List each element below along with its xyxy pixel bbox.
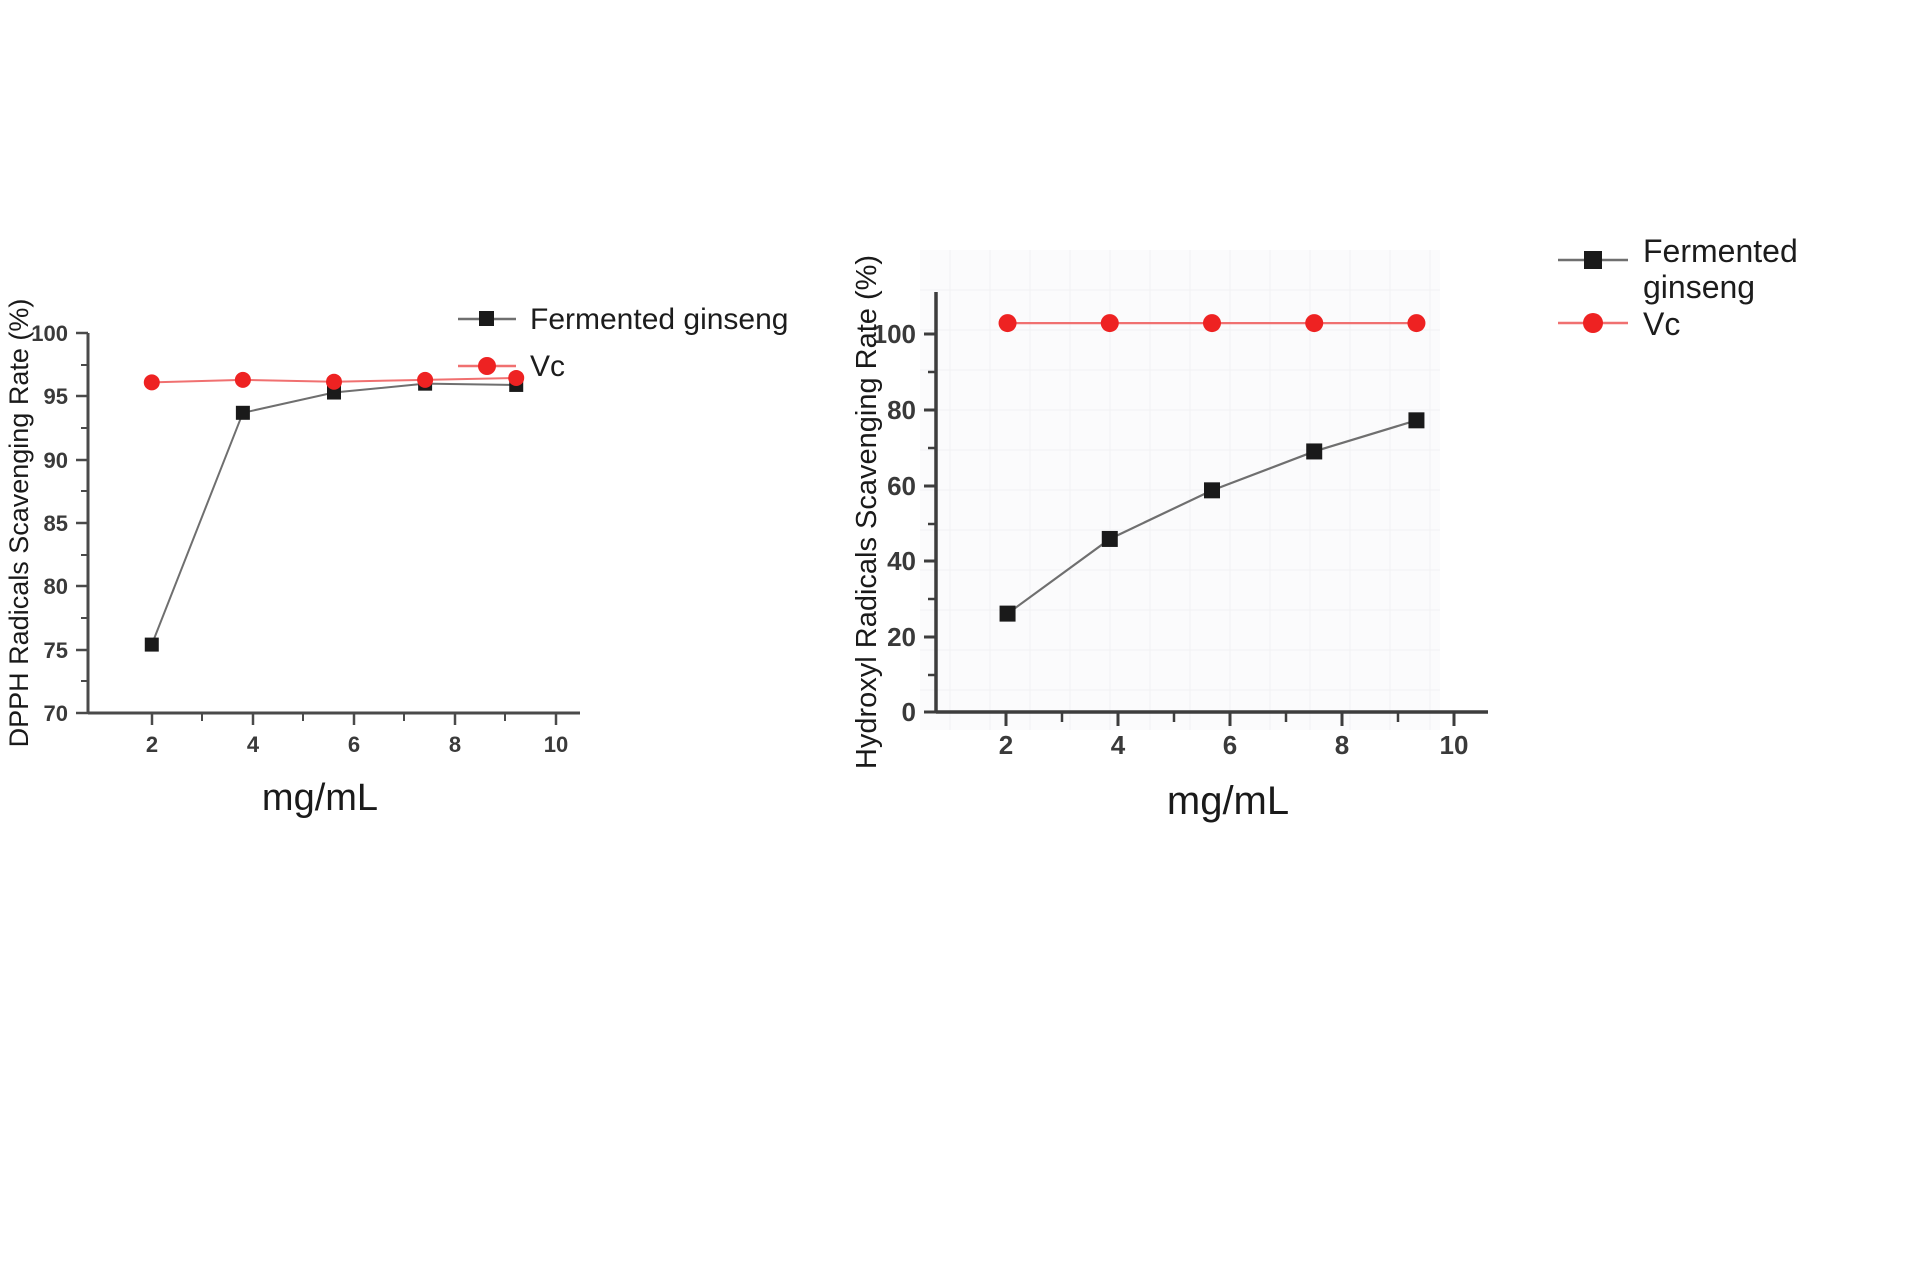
hydroxyl-legend-label-fermented-line1: Fermented <box>1643 233 1798 269</box>
dpph-xtick-6: 6 <box>348 732 360 757</box>
dpph-x-minor-ticks <box>201 713 506 721</box>
hydroxyl-ytick-0: 0 <box>902 697 916 727</box>
hydroxyl-x-axis-title: mg/mL <box>1167 779 1289 823</box>
data-point-circle <box>1100 314 1119 333</box>
data-point-square <box>1101 530 1118 547</box>
dpph-y-axis-title: DPPH Radicals Scavenging Rate (%) <box>4 299 34 748</box>
dpph-ytick-95: 95 <box>44 384 68 409</box>
hydroxyl-ytick-20: 20 <box>887 622 916 652</box>
hydroxyl-xtick-2: 2 <box>999 730 1013 760</box>
dpph-legend-label-fermented: Fermented ginseng <box>530 303 789 336</box>
hydroxyl-xtick-8: 8 <box>1335 730 1349 760</box>
hydroxyl-x-minor-ticks <box>1060 712 1400 722</box>
data-point-circle <box>143 374 160 391</box>
dpph-xtick-4: 4 <box>247 732 260 757</box>
square-marker-icon <box>1584 251 1602 269</box>
hydroxyl-series-markers <box>998 314 1426 622</box>
dpph-xtick-2: 2 <box>146 732 158 757</box>
dpph-series-markers <box>143 369 525 652</box>
dpph-series-lines <box>150 376 517 645</box>
hydroxyl-chart-panel: 100 80 60 40 20 0 2 4 <box>828 222 1920 823</box>
dpph-chart-panel: 100 95 90 85 80 75 70 2 <box>0 255 800 819</box>
dpph-legend: Fermented ginseng Vc <box>458 303 789 383</box>
data-point-square <box>999 605 1016 622</box>
dpph-chart-svg: 100 95 90 85 80 75 70 2 <box>4 299 789 819</box>
dpph-ytick-80: 80 <box>44 574 68 599</box>
data-point-square <box>1306 443 1323 460</box>
hydroxyl-y-minor-ticks <box>928 370 936 677</box>
data-point-square <box>327 385 341 400</box>
hydroxyl-xtick-10: 10 <box>1440 730 1469 760</box>
hydroxyl-legend-label-vc: Vc <box>1643 306 1680 342</box>
hydroxyl-ytick-100: 100 <box>873 319 916 349</box>
dpph-legend-label-vc: Vc <box>530 350 565 383</box>
data-point-square <box>235 405 250 420</box>
hydroxyl-ytick-60: 60 <box>887 471 916 501</box>
dpph-x-major-ticks <box>150 713 558 725</box>
dpph-x-axis-title: mg/mL <box>262 777 378 819</box>
data-point-circle <box>234 371 251 388</box>
data-point-circle <box>998 314 1017 333</box>
dpph-ytick-100: 100 <box>31 321 68 346</box>
hydroxyl-xtick-4: 4 <box>1111 730 1126 760</box>
data-point-circle <box>417 371 434 388</box>
data-point-square <box>144 637 159 652</box>
square-marker-icon <box>479 311 494 326</box>
hydroxyl-ytick-40: 40 <box>887 546 916 576</box>
hydroxyl-xtick-6: 6 <box>1223 730 1237 760</box>
circle-marker-icon <box>478 357 496 375</box>
data-point-square <box>1204 482 1220 499</box>
dpph-xtick-8: 8 <box>449 732 461 757</box>
dpph-ytick-70: 70 <box>44 701 68 726</box>
hydroxyl-ytick-80: 80 <box>887 395 916 425</box>
hydroxyl-y-major-ticks <box>924 332 936 714</box>
hydroxyl-legend: Fermented ginseng Vc <box>1558 233 1798 342</box>
dpph-ytick-90: 90 <box>44 448 68 473</box>
data-point-circle <box>326 373 342 390</box>
circle-marker-icon <box>1583 313 1603 333</box>
data-point-circle <box>1407 314 1426 333</box>
data-point-circle <box>1203 314 1221 333</box>
series-line-0 <box>150 382 517 645</box>
dpph-ytick-75: 75 <box>44 638 68 663</box>
dpph-xtick-10: 10 <box>544 732 568 757</box>
hydroxyl-legend-label-fermented-line2: ginseng <box>1643 269 1755 305</box>
dpph-y-major-ticks <box>76 331 88 715</box>
hydroxyl-y-axis-title: Hydroxyl Radicals Scavenging Rate (%) <box>851 255 883 769</box>
dpph-ytick-85: 85 <box>44 511 68 536</box>
hydroxyl-grid <box>920 250 1440 730</box>
hydroxyl-chart-svg: 100 80 60 40 20 0 2 4 <box>851 233 1798 823</box>
data-point-circle <box>1305 314 1324 333</box>
data-point-square <box>1408 412 1425 429</box>
dpph-y-minor-ticks <box>81 364 88 682</box>
hydroxyl-x-major-ticks <box>1004 712 1456 726</box>
data-point-circle <box>508 369 525 386</box>
